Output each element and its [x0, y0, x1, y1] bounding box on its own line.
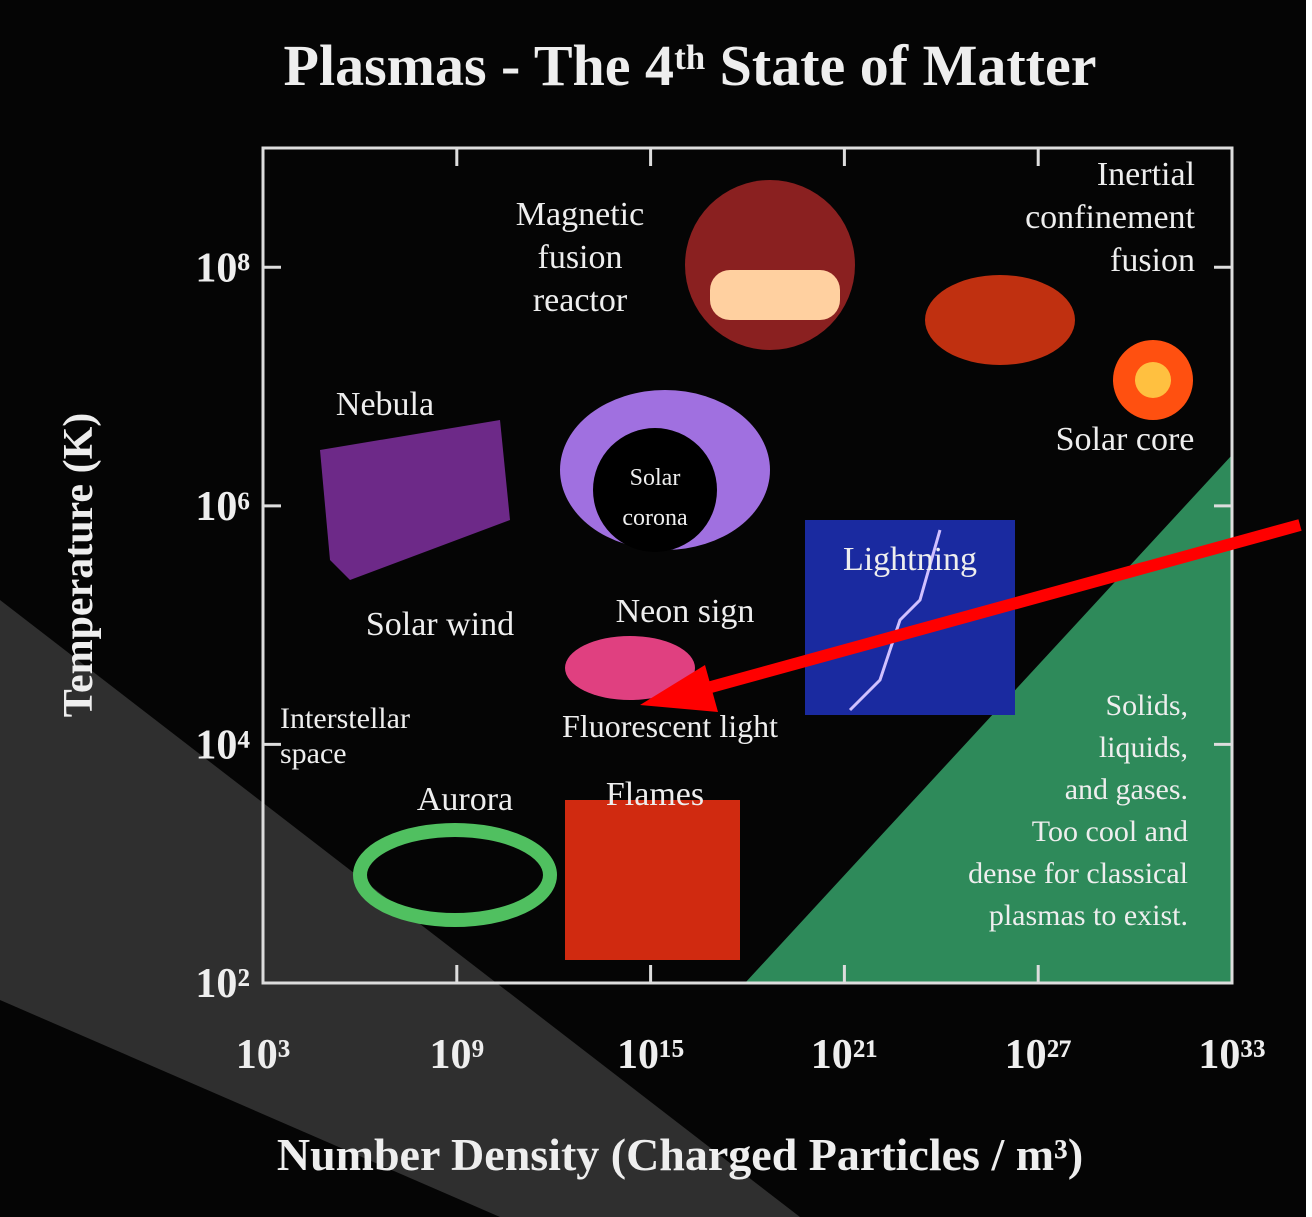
region-label: fusion: [1110, 242, 1195, 279]
region-label: space: [280, 737, 347, 770]
lightning-bolt: [848, 529, 942, 712]
region-label: Neon sign: [616, 593, 755, 630]
pointer-arrow: [698, 519, 1302, 696]
region-label: Flames: [606, 776, 704, 813]
region-label: confinement: [1025, 199, 1195, 236]
x-tick-label: 10¹⁵: [617, 1032, 684, 1078]
region-label: reactor: [533, 282, 628, 319]
region-label: Too cool and: [1032, 815, 1188, 848]
region-label: corona: [622, 505, 688, 531]
region-label: Interstellar: [280, 702, 410, 735]
icf-image: [925, 275, 1075, 365]
y-tick-label: 10²: [195, 961, 250, 1007]
x-tick-label: 10²⁷: [1005, 1032, 1072, 1078]
region-label: Magnetic: [516, 196, 644, 233]
x-tick-label: 10³: [236, 1032, 291, 1078]
region-label: Nebula: [336, 386, 434, 423]
nebula-image: [320, 420, 510, 580]
solid-region: [745, 455, 1232, 983]
y-tick-label: 10⁶: [195, 484, 250, 530]
corona-disk: [593, 428, 717, 552]
x-tick-label: 10⁹: [430, 1032, 485, 1078]
neon-image: [565, 636, 695, 700]
region-label: Solar: [630, 465, 681, 491]
tokamak-image: [685, 180, 855, 350]
region-label: Inertial: [1097, 156, 1195, 193]
region-label: Aurora: [417, 781, 513, 818]
y-tick-label: 10⁴: [195, 722, 250, 768]
x-tick-label: 10³³: [1198, 1032, 1265, 1078]
y-tick-label: 10⁸: [195, 245, 250, 291]
plot-frame: [261, 146, 1234, 985]
x-axis-label: Number Density (Charged Particles / m³): [277, 1129, 1083, 1180]
region-label: and gases.: [1065, 773, 1188, 806]
region-label: plasmas to exist.: [989, 899, 1188, 932]
region-label: Lightning: [843, 541, 977, 578]
x-tick-label: 10²¹: [811, 1032, 878, 1078]
chart-title: Plasmas - The 4ᵗʰ State of Matter: [284, 33, 1097, 98]
region-label: Solids,: [1105, 689, 1188, 722]
region-label: Solar core: [1056, 421, 1195, 458]
region-label: dense for classical: [968, 857, 1188, 890]
edge: [1306, 0, 1312, 1217]
solar-core-center: [1135, 362, 1171, 398]
pointer-arrow-head: [640, 665, 718, 712]
region-label: Solar wind: [366, 606, 514, 643]
region-label: liquids,: [1099, 731, 1188, 764]
flames-image: [565, 800, 740, 960]
region-label: Fluorescent light: [562, 708, 778, 744]
region-label: fusion: [538, 239, 623, 276]
aurora-image: [353, 823, 557, 927]
tokamak-glow: [710, 270, 840, 320]
y-axis-label: Temperature (K): [56, 413, 102, 717]
